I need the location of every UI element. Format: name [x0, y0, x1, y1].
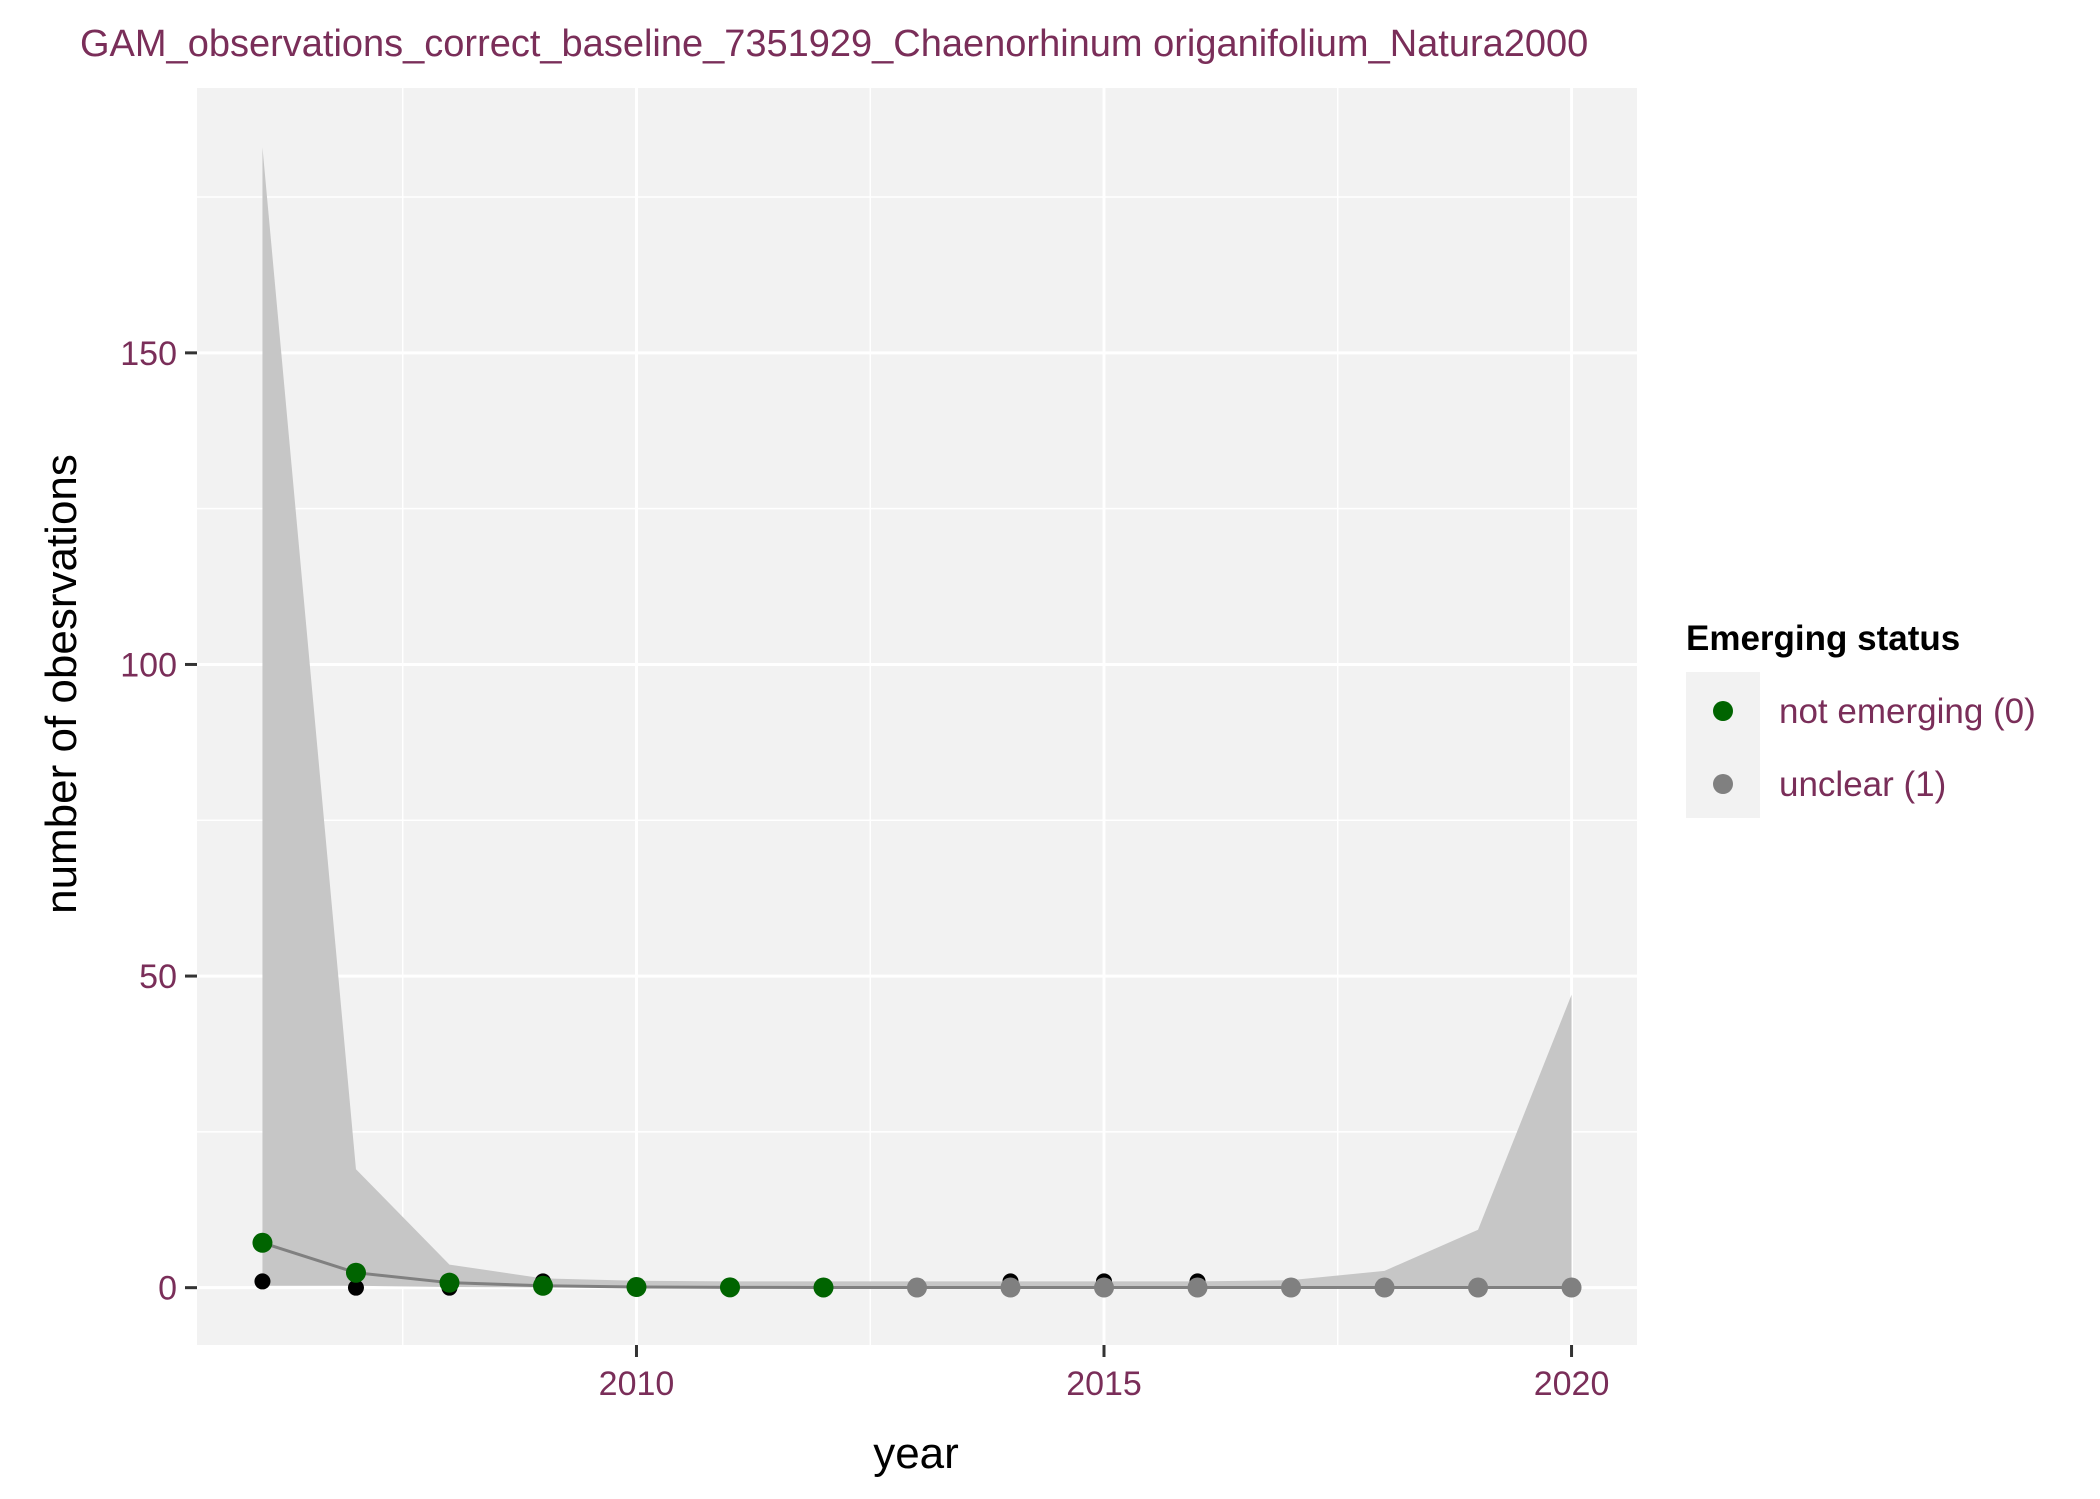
y-tick-label: 0 — [158, 1270, 177, 1308]
legend-key-not-emerging — [1713, 701, 1733, 721]
chart-title: GAM_observations_correct_baseline_735192… — [80, 23, 1588, 65]
fit-point-unclear — [1000, 1277, 1021, 1298]
fit-point-not-emerging — [813, 1277, 834, 1298]
y-axis: 0 50 100 150 — [120, 335, 197, 1308]
fit-point-unclear — [1468, 1277, 1489, 1298]
fit-point-not-emerging — [626, 1277, 647, 1298]
y-axis-title: number of obesrvations — [37, 454, 86, 914]
fit-points — [252, 1232, 1582, 1298]
y-tick-label: 50 — [139, 958, 177, 996]
fit-point-unclear — [1561, 1277, 1582, 1298]
fit-point-not-emerging — [252, 1232, 273, 1253]
y-tick-label: 100 — [120, 646, 177, 684]
grid-minor — [197, 88, 1637, 1345]
y-tick-label: 150 — [120, 335, 177, 373]
legend-key-background — [1686, 672, 1760, 818]
x-tick-label: 2015 — [1066, 1365, 1142, 1403]
legend-label-unclear: unclear (1) — [1779, 765, 1946, 804]
fit-point-not-emerging — [532, 1275, 553, 1296]
fit-point-unclear — [1281, 1277, 1302, 1298]
fit-point-not-emerging — [439, 1272, 460, 1293]
fit-point-not-emerging — [719, 1277, 740, 1298]
x-axis-title: year — [873, 1429, 959, 1478]
plot-panel — [197, 88, 1637, 1345]
fit-point-unclear — [1187, 1277, 1208, 1298]
fit-point-unclear — [907, 1277, 927, 1298]
fit-point-unclear — [1094, 1277, 1115, 1298]
x-tick-label: 2020 — [1534, 1365, 1610, 1403]
observed-point — [254, 1273, 271, 1290]
legend-title: Emerging status — [1686, 619, 1960, 658]
fit-point-not-emerging — [345, 1262, 366, 1283]
fit-point-unclear — [1374, 1277, 1395, 1298]
observed-point — [347, 1279, 364, 1296]
legend-key-unclear — [1713, 774, 1733, 794]
x-axis: 2010 2015 2020 — [599, 1345, 1610, 1403]
legend-label-not-emerging: not emerging (0) — [1779, 692, 2036, 731]
legend: Emerging status not emerging (0) unclear… — [1686, 619, 2036, 818]
x-tick-label: 2010 — [599, 1365, 675, 1403]
